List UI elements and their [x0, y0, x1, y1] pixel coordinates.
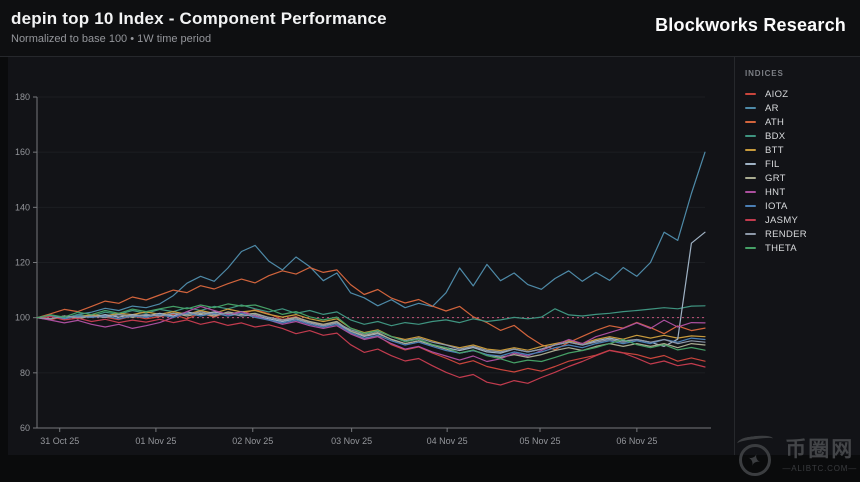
legend-item-label: JASMY	[765, 214, 799, 226]
legend-item-fil[interactable]: FIL	[745, 157, 860, 171]
legend-item-hnt[interactable]: HNT	[745, 185, 860, 199]
legend-item-aioz[interactable]: AIOZ	[745, 87, 860, 101]
legend-item-label: ATH	[765, 116, 785, 128]
legend-item-bdx[interactable]: BDX	[745, 129, 860, 143]
legend-swatch-icon	[745, 163, 756, 165]
legend-swatch-icon	[745, 135, 756, 137]
legend-list: AIOZ AR ATH BDX BTT FIL GRT HNT IOTA JASMY RENDER T…	[745, 87, 860, 255]
legend-swatch-icon	[745, 247, 756, 249]
series-line-AR	[36, 151, 706, 319]
logo-circle: ✦	[738, 444, 771, 476]
legend-item-btt[interactable]: BTT	[745, 143, 860, 157]
x-tick-label: 31 Oct 25	[40, 436, 79, 446]
legend-item-ar[interactable]: AR	[745, 101, 860, 115]
legend-swatch-icon	[745, 177, 756, 179]
watermark-site-name: 币圈网	[785, 438, 855, 462]
legend-swatch-icon	[745, 149, 756, 151]
series-line-BTT	[36, 308, 706, 352]
legend-title: INDICES	[745, 69, 784, 78]
series-line-ATH	[36, 266, 706, 351]
y-tick-label: 120	[15, 258, 30, 268]
y-tick-label: 140	[15, 202, 30, 212]
x-tick-label: 06 Nov 25	[616, 436, 657, 446]
header: depin top 10 Index - Component Performan…	[0, 0, 860, 56]
series-line-HNT	[36, 305, 706, 363]
x-tick-label: 03 Nov 25	[331, 436, 372, 446]
legend-item-render[interactable]: RENDER	[745, 227, 860, 241]
legend-item-label: GRT	[765, 172, 786, 184]
y-tick-label: 80	[20, 368, 30, 378]
y-tick-label: 160	[15, 147, 30, 157]
legend-item-ath[interactable]: ATH	[745, 115, 860, 129]
legend-item-grt[interactable]: GRT	[745, 171, 860, 185]
legend-item-label: HNT	[765, 186, 786, 198]
watermark: ✦ 币圈网 —ALIBTC.COM—	[736, 432, 858, 478]
watermark-coin-logo-icon: ✦	[736, 432, 778, 478]
legend-swatch-icon	[745, 233, 756, 235]
header-divider	[0, 56, 860, 57]
y-tick-label: 60	[20, 423, 30, 433]
legend-item-label: IOTA	[765, 200, 788, 212]
x-tick-label: 04 Nov 25	[427, 436, 468, 446]
legend-swatch-icon	[745, 107, 756, 109]
legend-item-label: RENDER	[765, 228, 807, 240]
legend-swatch-icon	[745, 191, 756, 193]
legend-item-jasmy[interactable]: JASMY	[745, 213, 860, 227]
legend-swatch-icon	[745, 121, 756, 123]
legend-item-label: THETA	[765, 242, 797, 254]
legend-swatch-icon	[745, 219, 756, 221]
page-title: depin top 10 Index - Component Performan…	[11, 9, 387, 28]
page-subtitle: Normalized to base 100 • 1W time period	[11, 33, 212, 45]
legend-item-label: AR	[765, 102, 779, 114]
series-line-AIOZ	[36, 308, 706, 373]
series-line-FIL	[36, 231, 706, 354]
legend-swatch-icon	[745, 205, 756, 207]
legend-swatch-icon	[745, 93, 756, 95]
x-tick-label: 02 Nov 25	[232, 436, 273, 446]
legend-item-label: FIL	[765, 158, 780, 170]
legend-panel: INDICES AIOZ AR ATH BDX BTT FIL GRT HNT IOTA JASM…	[734, 57, 860, 455]
legend-item-label: BDX	[765, 130, 786, 142]
series-line-THETA	[36, 303, 706, 364]
watermark-text: 币圈网 —ALIBTC.COM—	[783, 437, 858, 472]
chart-panel: 60 80 100 120 140 160 180 31 Oct 25 01 Nov 25 02 …	[8, 57, 734, 455]
x-tick-label: 01 Nov 25	[135, 436, 176, 446]
y-tick-label: 100	[15, 313, 30, 323]
watermark-site-url: —ALIBTC.COM—	[782, 463, 857, 473]
line-chart: 60 80 100 120 140 160 180 31 Oct 25 01 Nov 25 02 …	[15, 92, 711, 446]
brand-logo: Blockworks Research	[655, 15, 846, 35]
y-tick-label: 180	[15, 92, 30, 102]
legend-item-label: AIOZ	[765, 88, 789, 100]
x-tick-label: 05 Nov 25	[519, 436, 560, 446]
logo-star-icon: ✦	[744, 448, 765, 472]
series-line-JASMY	[36, 316, 706, 386]
legend-item-label: BTT	[765, 144, 784, 156]
legend-item-iota[interactable]: IOTA	[745, 199, 860, 213]
legend-item-theta[interactable]: THETA	[745, 241, 860, 255]
series-line-IOTA	[36, 312, 706, 357]
